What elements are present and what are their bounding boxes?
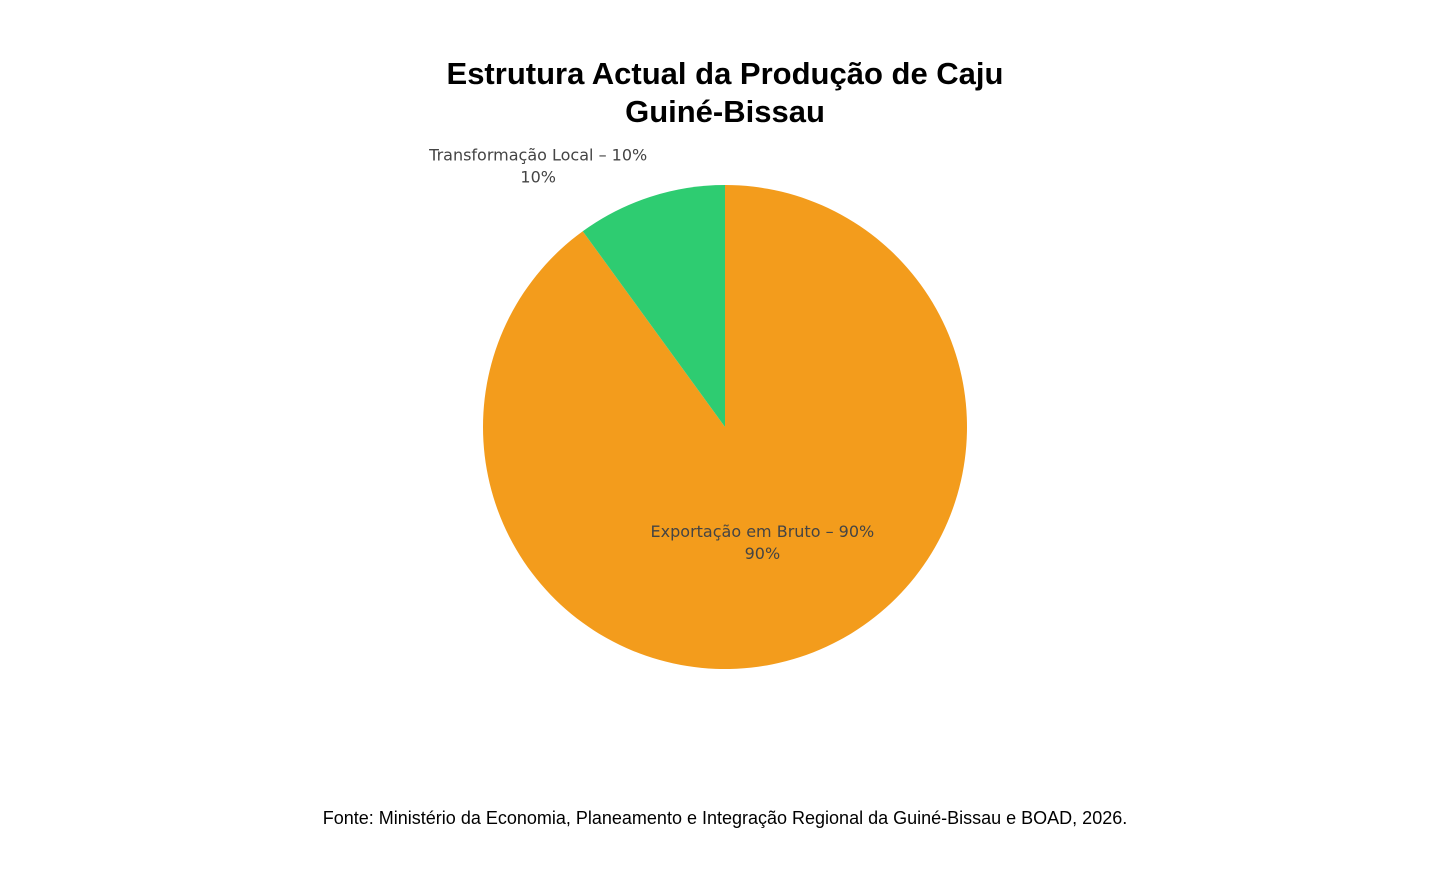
slice-value-label: 90% bbox=[745, 544, 781, 563]
chart-title: Estrutura Actual da Produção de Caju bbox=[447, 56, 1004, 91]
slice-label: Transformação Local – 10% bbox=[428, 146, 647, 165]
chart-subtitle: Guiné-Bissau bbox=[625, 94, 825, 129]
slice-label: Exportação em Bruto – 90% bbox=[651, 522, 875, 541]
source-note: Fonte: Ministério da Economia, Planeamen… bbox=[323, 808, 1127, 828]
slice-value-label: 10% bbox=[520, 168, 556, 187]
pie-slice bbox=[482, 185, 967, 669]
pie-slice bbox=[582, 185, 725, 427]
